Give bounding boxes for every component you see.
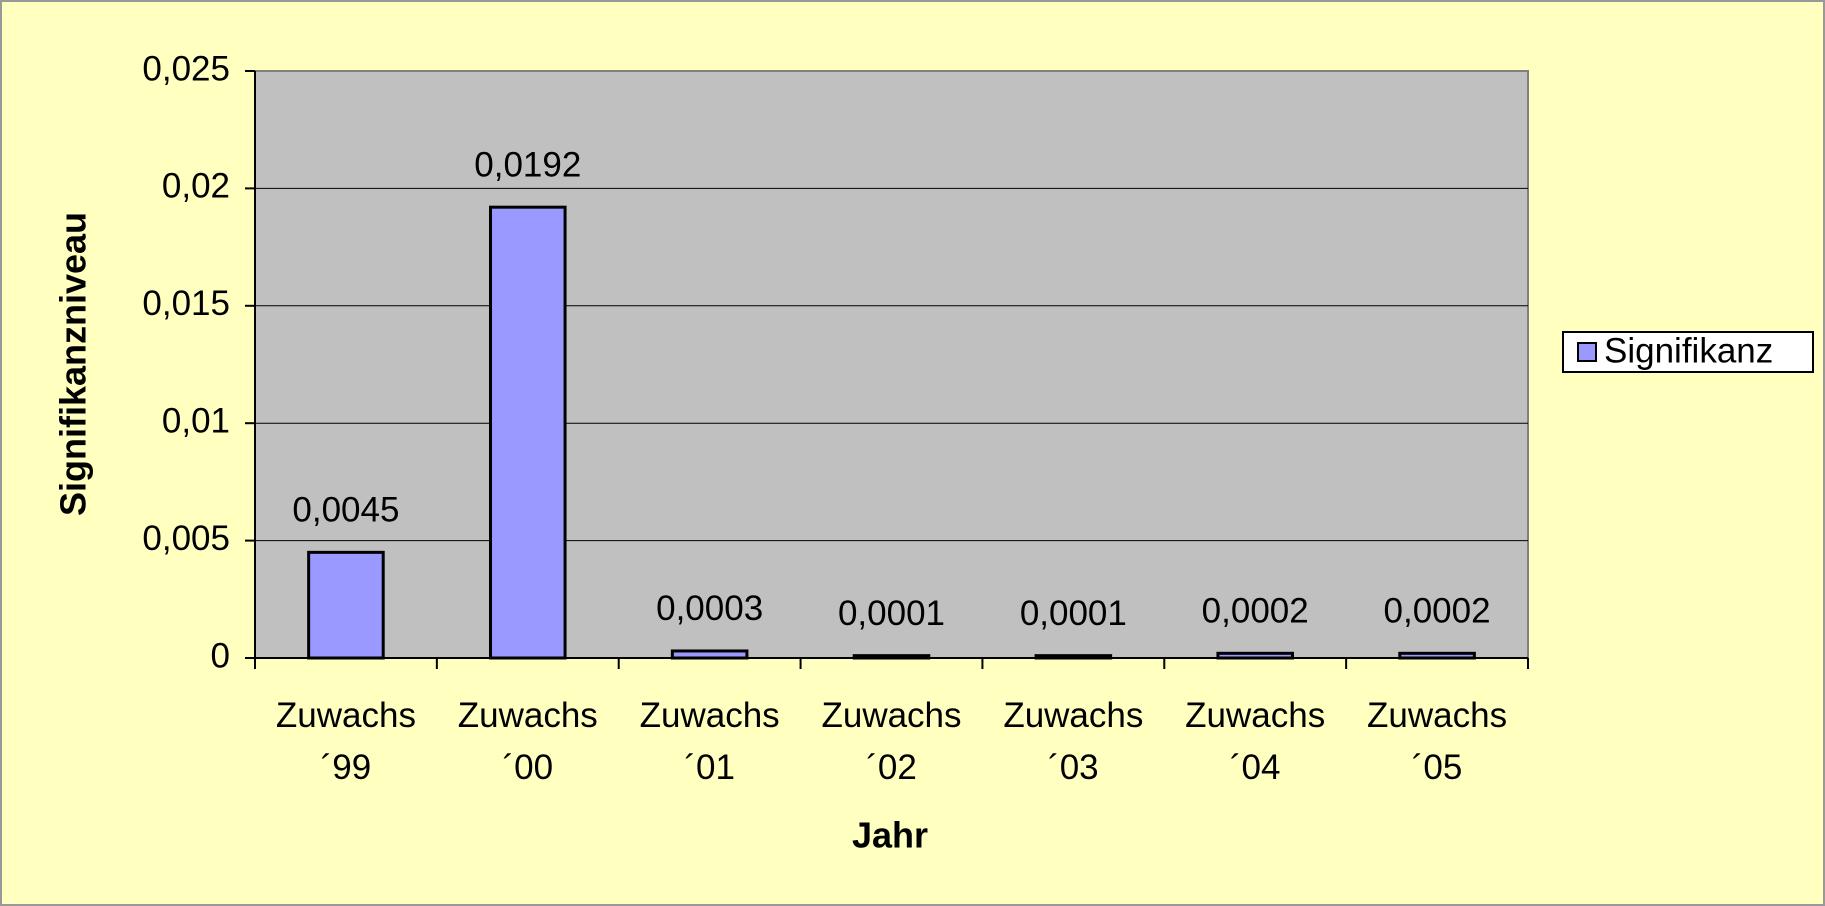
bar — [1034, 654, 1113, 660]
legend-box — [1562, 331, 1814, 373]
y-axis-title: Signifikanzniveau — [53, 212, 94, 516]
x-tick-label: Zuwachs ´03 — [1003, 696, 1143, 787]
bar — [1216, 651, 1294, 660]
data-label: 0,0001 — [1020, 594, 1127, 633]
data-label: 0,0003 — [656, 589, 763, 628]
data-label: 0,0045 — [292, 491, 399, 530]
x-tick-label: Zuwachs ´00 — [458, 696, 598, 787]
bar — [1398, 651, 1476, 660]
plot-area — [254, 70, 1529, 659]
y-tick-label: 0,02 — [162, 167, 230, 206]
x-tick-label: Zuwachs ´01 — [640, 696, 780, 787]
x-tick-label: Zuwachs ´02 — [821, 696, 961, 787]
y-tick-label: 0,015 — [142, 284, 230, 323]
x-axis-title: Jahr — [852, 815, 928, 856]
bar — [670, 649, 749, 660]
legend-swatch — [1577, 342, 1597, 362]
data-label: 0,0002 — [1384, 592, 1491, 631]
y-tick-label: 0,01 — [162, 401, 230, 440]
y-tick-label: 0 — [211, 636, 230, 675]
bar — [852, 654, 931, 660]
y-tick-label: 0,025 — [142, 49, 230, 88]
x-tick-label: Zuwachs ´04 — [1185, 696, 1325, 787]
x-tick-label: Zuwachs ´05 — [1367, 696, 1507, 787]
bar — [307, 550, 385, 660]
data-label: 0,0192 — [474, 145, 581, 184]
x-tick-label: Zuwachs ´99 — [276, 696, 416, 787]
legend-label: Signifikanz — [1604, 331, 1773, 370]
bar — [489, 205, 567, 660]
data-label: 0,0001 — [838, 594, 945, 633]
data-label: 0,0002 — [1202, 592, 1309, 631]
y-tick-label: 0,005 — [142, 519, 230, 558]
